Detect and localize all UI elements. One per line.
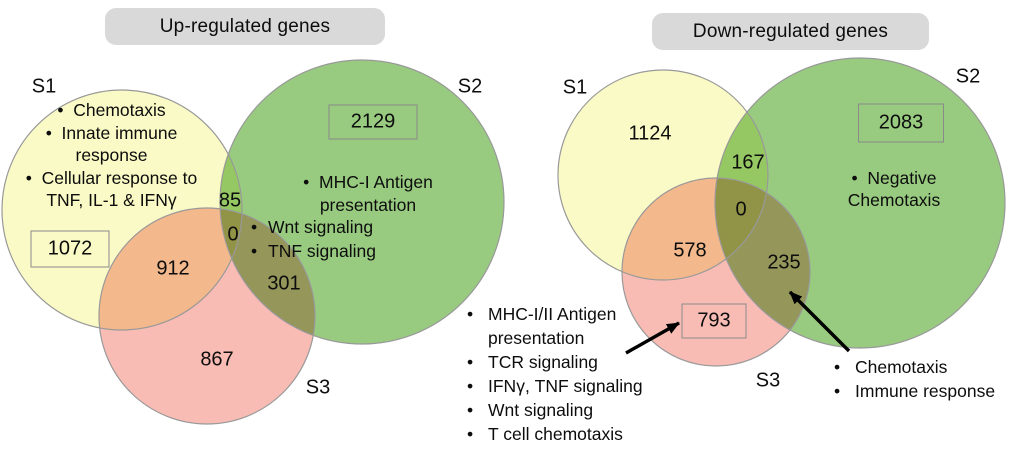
- left-panel-title: Up-regulated genes: [105, 8, 385, 45]
- left-s2-term-heading: MHC-I Antigen presentation: [290, 171, 446, 216]
- left-s2-count: 2129: [350, 110, 396, 133]
- term-item: TNF signaling: [251, 240, 411, 264]
- right-count-s1s3: 578: [673, 239, 707, 262]
- left-s3-label: S3: [305, 376, 331, 399]
- term-item: Negative Chemotaxis: [832, 168, 956, 211]
- term-item: IFNγ, TNF signaling: [461, 374, 657, 398]
- right-s1-outline: [557, 69, 769, 281]
- term-item: Innate immune response: [19, 122, 204, 167]
- right-panel-title: Down-regulated genes: [652, 13, 929, 50]
- left-count-s1s2: 85: [218, 189, 242, 212]
- left-s2-label: S2: [457, 75, 483, 98]
- right-s1-label: S1: [562, 76, 588, 99]
- left-s1-outline: [1, 89, 243, 331]
- term-item: MHC-I/II Antigen presentation: [461, 302, 657, 350]
- right-s2s3-annotation-list: Chemotaxis Immune response: [828, 355, 1018, 403]
- left-count-s1s2s3: 0: [227, 223, 239, 246]
- term-item: Immune response: [828, 379, 1018, 403]
- term-item: T cell chemotaxis: [461, 422, 657, 446]
- right-s2-term-list: Negative Chemotaxis: [832, 168, 956, 211]
- left-s1-count-box: 1072: [30, 230, 110, 268]
- right-count-s1s2s3: 0: [735, 198, 747, 221]
- right-s2-count-box: 2083: [858, 103, 944, 143]
- right-s3-outline: [621, 177, 811, 367]
- left-s2-outline: [219, 59, 505, 345]
- right-s3-circle: [622, 178, 810, 366]
- left-s3-count: 867: [200, 348, 234, 371]
- term-item: Chemotaxis: [828, 355, 1018, 379]
- right-s2-outline: [714, 57, 1006, 349]
- left-count-s1s3: 912: [156, 257, 190, 280]
- term-item: Wnt signaling: [251, 216, 411, 240]
- right-s2-count: 2083: [878, 111, 924, 134]
- term-item: MHC-I Antigen presentation: [290, 171, 446, 216]
- term-item: Cellular response to TNF, IL-1 & IFNγ: [19, 167, 204, 212]
- left-count-s2s3: 301: [267, 272, 301, 295]
- term-item: Chemotaxis: [19, 99, 204, 122]
- left-s2-term-list: Wnt signaling TNF signaling: [251, 216, 411, 263]
- right-s3-count-box: 793: [681, 303, 747, 339]
- right-s1-count: 1124: [628, 122, 672, 145]
- term-item: Wnt signaling: [461, 398, 657, 422]
- right-s3-annotation-list: MHC-I/II Antigen presentation TCR signal…: [461, 302, 657, 446]
- arrow-to-235-region: [788, 290, 851, 353]
- left-s3-outline: [98, 207, 316, 425]
- left-s1-count: 1072: [47, 237, 93, 260]
- venn-outlines: [1, 57, 1006, 425]
- right-count-s1s2: 167: [731, 151, 765, 174]
- left-panel-title-text: Up-regulated genes: [159, 15, 331, 37]
- term-item: TCR signaling: [461, 350, 657, 374]
- right-s3-count: 793: [697, 309, 731, 332]
- left-s1-label: S1: [31, 75, 57, 98]
- right-panel-title-text: Down-regulated genes: [692, 20, 889, 42]
- right-s2-label: S2: [955, 65, 981, 88]
- left-s1-term-list: Chemotaxis Innate immune response Cellul…: [19, 99, 204, 212]
- left-s2-count-box: 2129: [328, 104, 418, 140]
- right-s3-label: S3: [755, 369, 781, 392]
- right-count-s2s3: 235: [767, 251, 801, 274]
